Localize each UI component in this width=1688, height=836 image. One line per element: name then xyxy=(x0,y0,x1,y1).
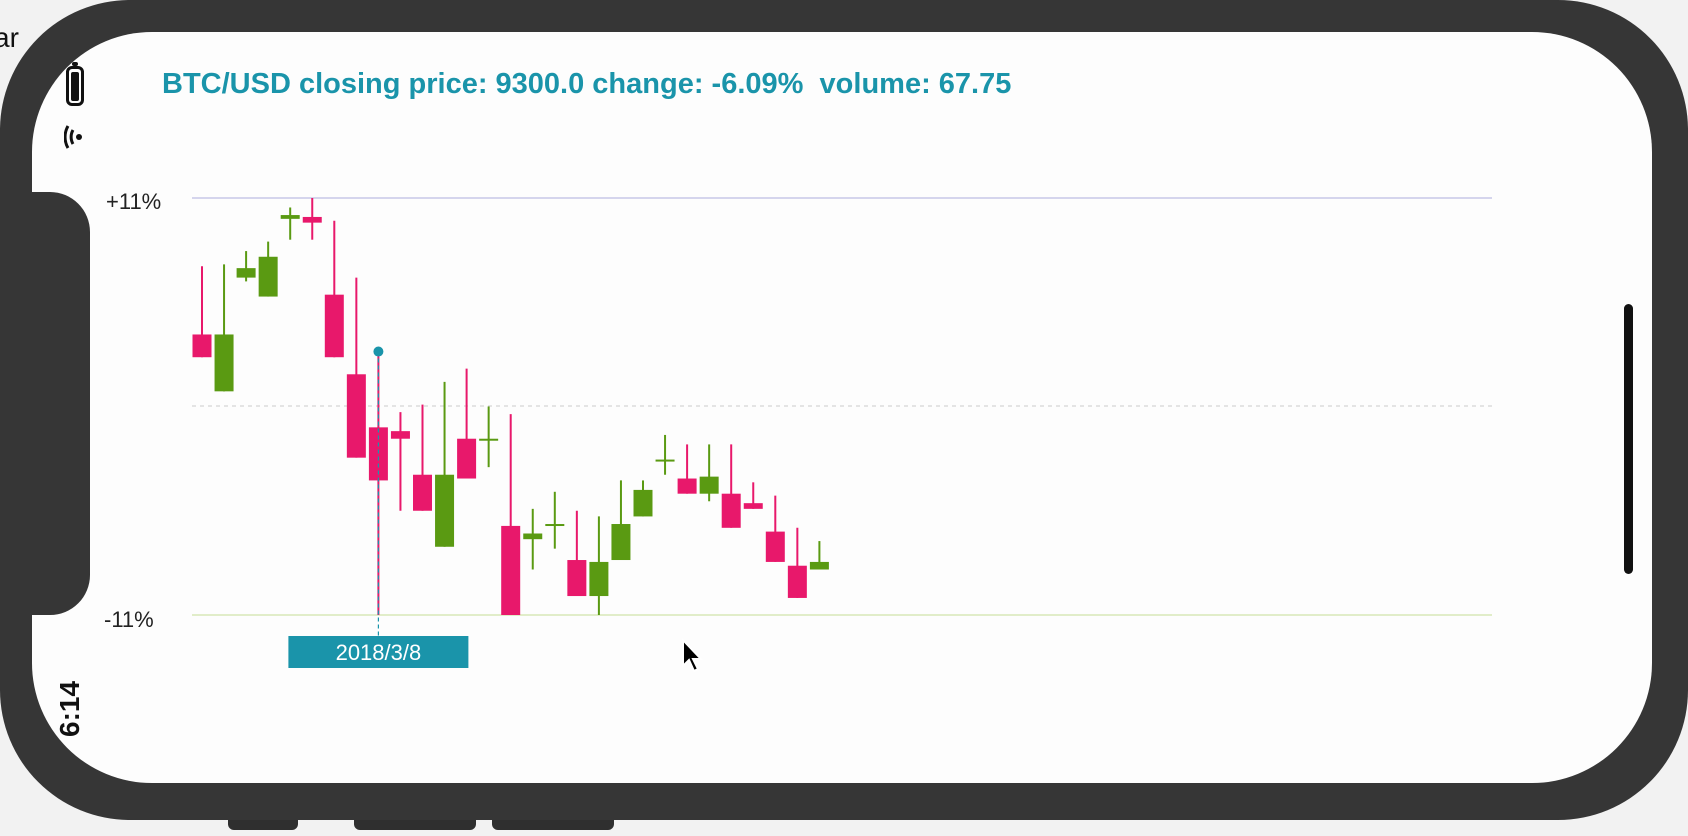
candle[interactable] xyxy=(413,404,432,511)
candle[interactable] xyxy=(258,241,278,297)
candle[interactable] xyxy=(589,516,609,615)
crosshair-date-label: 2018/3/8 xyxy=(336,640,422,665)
candle-body xyxy=(346,374,366,458)
candle[interactable] xyxy=(677,444,697,494)
candle-body xyxy=(677,478,697,494)
battery-icon xyxy=(66,62,84,106)
candle-body xyxy=(655,459,675,462)
candle-body xyxy=(280,215,300,219)
candle-body xyxy=(589,561,609,597)
candle-body xyxy=(721,493,741,528)
crosshair-date-badge xyxy=(288,636,469,668)
candle[interactable] xyxy=(743,482,763,509)
candle-body xyxy=(435,474,455,547)
candle-body xyxy=(699,476,719,494)
candle-body xyxy=(787,565,807,598)
candle-body xyxy=(236,268,256,278)
candle[interactable] xyxy=(368,351,388,615)
candle[interactable] xyxy=(567,510,587,597)
candle-body xyxy=(523,533,543,540)
candle[interactable] xyxy=(633,480,653,517)
candle[interactable] xyxy=(501,414,521,615)
partial-window-title: ar xyxy=(0,22,19,53)
candle-body xyxy=(479,438,499,441)
sensor-notch xyxy=(32,192,90,615)
candle-body xyxy=(413,474,432,511)
candle[interactable] xyxy=(545,491,565,549)
arrow-cursor-icon xyxy=(682,638,704,673)
candle[interactable] xyxy=(479,406,499,468)
candle-body xyxy=(809,561,829,570)
candle[interactable] xyxy=(236,251,256,282)
side-button[interactable] xyxy=(354,820,476,830)
side-button[interactable] xyxy=(228,820,298,830)
candle-body xyxy=(192,334,212,358)
candle[interactable] xyxy=(280,207,300,240)
candle[interactable] xyxy=(324,220,344,358)
phone-side-buttons xyxy=(0,820,1688,836)
candle[interactable] xyxy=(214,264,234,392)
candle-body xyxy=(324,294,344,358)
side-button[interactable] xyxy=(492,820,614,830)
candle-body xyxy=(368,427,388,481)
candle-body xyxy=(633,489,653,517)
y-axis-bottom-label: -11% xyxy=(104,607,154,632)
candle-body xyxy=(545,524,565,527)
candle-body xyxy=(501,525,521,615)
wifi-icon xyxy=(64,125,82,149)
candle-body xyxy=(258,256,278,297)
y-axis-top-label: +11% xyxy=(106,189,161,214)
candle[interactable] xyxy=(787,527,807,598)
candle-body xyxy=(743,503,763,509)
candle[interactable] xyxy=(390,412,410,511)
candle[interactable] xyxy=(192,266,212,358)
candle-body xyxy=(765,531,785,562)
candle-body xyxy=(390,431,410,439)
candle-body xyxy=(214,334,234,392)
candle[interactable] xyxy=(611,480,631,561)
crosshair: 2018/3/8 xyxy=(288,346,469,668)
candles-group xyxy=(192,198,829,615)
status-bar xyxy=(32,32,92,783)
candle-body xyxy=(457,438,477,479)
candle[interactable] xyxy=(809,541,829,570)
candle[interactable] xyxy=(302,198,322,240)
phone-screen: 6:14 xyxy=(32,32,1652,783)
candle[interactable] xyxy=(655,434,675,475)
candle[interactable] xyxy=(699,444,719,502)
candle-body xyxy=(302,216,322,223)
candle[interactable] xyxy=(457,368,477,479)
candle[interactable] xyxy=(346,277,366,458)
candle[interactable] xyxy=(765,495,785,562)
home-indicator[interactable] xyxy=(1624,304,1633,574)
chart-title: BTC/USD closing price: 9300.0 change: -6… xyxy=(162,68,1012,100)
candle[interactable] xyxy=(721,444,741,528)
candle-body xyxy=(611,524,631,561)
candle-body xyxy=(567,560,587,597)
crosshair-dot xyxy=(373,346,384,357)
candle[interactable] xyxy=(523,508,543,570)
candle[interactable] xyxy=(435,381,455,547)
